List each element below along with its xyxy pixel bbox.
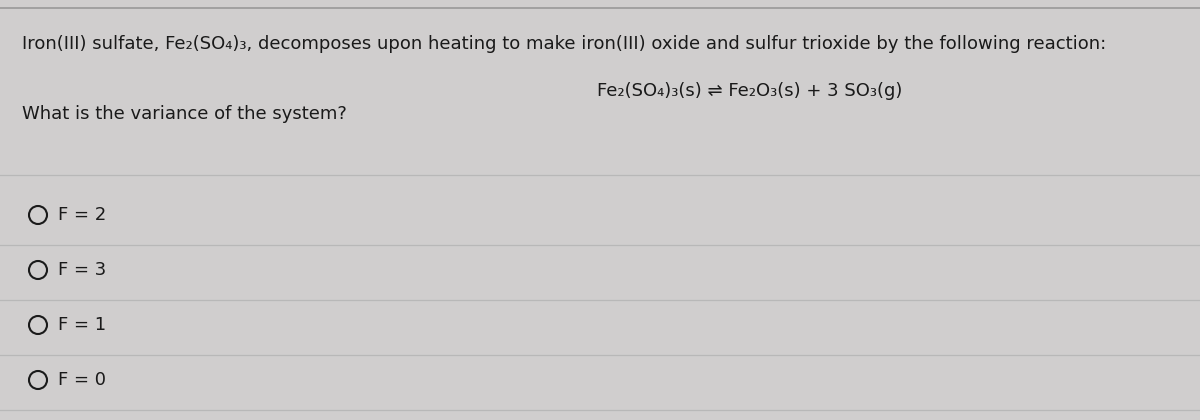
Text: Fe₂(SO₄)₃(s) ⇌ Fe₂O₃(s) + 3 SO₃(g): Fe₂(SO₄)₃(s) ⇌ Fe₂O₃(s) + 3 SO₃(g)	[598, 82, 902, 100]
Text: What is the variance of the system?: What is the variance of the system?	[22, 105, 347, 123]
Text: Iron(III) sulfate, Fe₂(SO₄)₃, decomposes upon heating to make iron(III) oxide an: Iron(III) sulfate, Fe₂(SO₄)₃, decomposes…	[22, 35, 1106, 53]
Text: F = 1: F = 1	[58, 316, 106, 334]
Text: F = 3: F = 3	[58, 261, 107, 279]
Text: F = 2: F = 2	[58, 206, 107, 224]
Text: F = 0: F = 0	[58, 371, 106, 389]
